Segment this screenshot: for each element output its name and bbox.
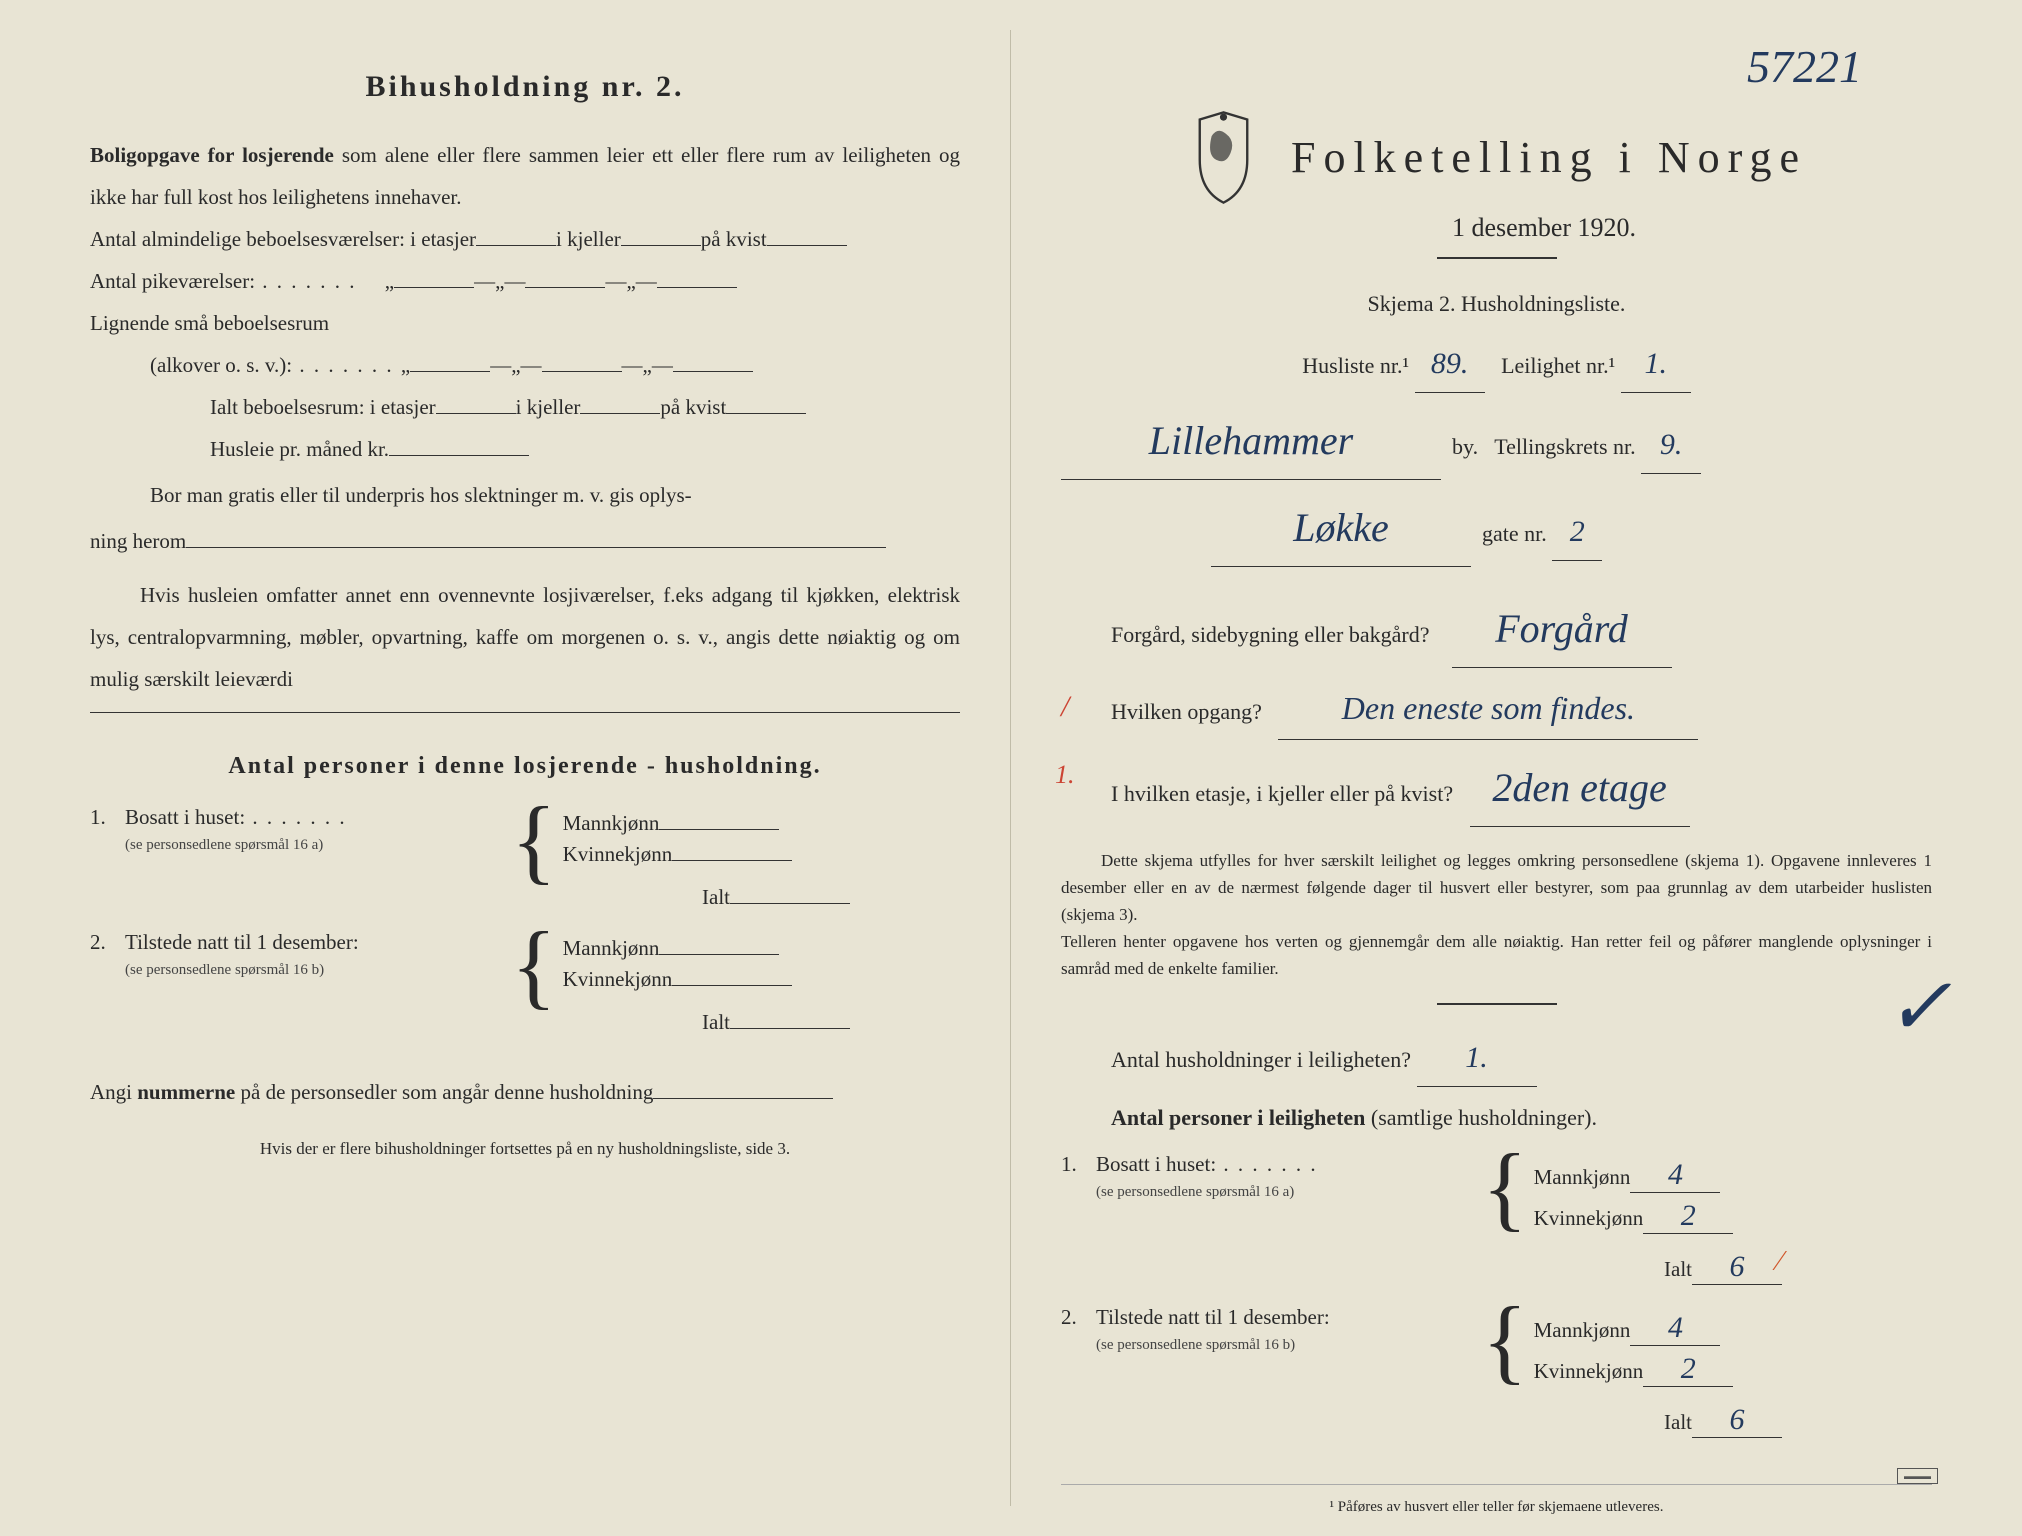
field [410, 371, 490, 372]
etasje-line: 1. I hvilken etasje, i kjeller eller på … [1061, 750, 1932, 827]
ialt1: 6 [1692, 1250, 1782, 1285]
field [525, 287, 605, 288]
antal-personer-heading: Antal personer i denne losjerende - hush… [90, 753, 960, 780]
field [726, 413, 806, 414]
instruction-para: Dette skjema utfylles for hver særskilt … [1061, 847, 1932, 983]
right-page: 57221 Folketelling i Norge 1 desember 19… [1011, 30, 1982, 1506]
printer-stamp: ▬▬▬ [1897, 1468, 1938, 1484]
tellingskrets-val: 9. [1641, 416, 1701, 474]
line-lignende: Lignende små beboelsesrum (alkover o. s.… [90, 302, 960, 386]
antal-hush-val: 1. [1417, 1029, 1537, 1087]
line-angi: Angi nummerne på de personsedler som ang… [90, 1071, 960, 1113]
brace-icon: { [511, 930, 557, 1001]
antal-hush-line: Antal husholdninger i leiligheten? 1. [1061, 1029, 1932, 1087]
field [436, 413, 516, 414]
gate-line: Løkke gate nr. 2 [1061, 490, 1932, 567]
field [394, 287, 474, 288]
ialt2: 6 [1692, 1403, 1782, 1438]
title-row: Folketelling i Norge [1061, 110, 1932, 205]
opgang-line: / Hvilken opgang? Den eneste som findes. [1061, 678, 1932, 740]
left-page: Bihusholdning nr. 2. Boligopgave for los… [40, 30, 1011, 1506]
kvinne2: 2 [1643, 1352, 1733, 1387]
left-bottom-note: Hvis der er flere bihusholdninger fortse… [90, 1139, 960, 1159]
forgard-val: Forgård [1452, 591, 1672, 668]
main-title: Folketelling i Norge [1291, 132, 1807, 183]
left-q2-row: 2. Tilstede natt til 1 desember: (se per… [90, 930, 960, 1041]
kvinne1: 2 [1643, 1199, 1733, 1234]
husliste-val: 89. [1415, 335, 1485, 393]
right-q2-row: 2. Tilstede natt til 1 desember: (se per… [1061, 1305, 1932, 1444]
field [767, 245, 847, 246]
coat-of-arms-icon [1186, 110, 1261, 205]
field [673, 371, 753, 372]
line-almindelige: Antal almindelige beboelsesværelser: i e… [90, 218, 960, 260]
line-ialt-beboelsesrum: Ialt beboelsesrum: i etasjeri kjellerpå … [90, 386, 960, 428]
line-bor: Bor man gratis eller til underpris hos s… [90, 470, 960, 520]
field [389, 455, 529, 456]
divider [1437, 1003, 1557, 1005]
red-slash-icon: / [1061, 678, 1069, 735]
brace-icon: { [1482, 1305, 1528, 1376]
mann1: 4 [1630, 1158, 1720, 1193]
bihusholdning-heading: Bihusholdning nr. 2. [90, 70, 960, 104]
antal-pers-heading: Antal personer i leiligheten (samtlige h… [1061, 1097, 1932, 1139]
line-pikev: Antal pikeværelser: „—„——„— [90, 260, 960, 302]
red-mark: 1. [1055, 750, 1075, 799]
red-slash-icon: ⁄ [1777, 1246, 1782, 1278]
husliste-line: Husliste nr.¹ 89. Leilighet nr.¹ 1. [1061, 335, 1932, 393]
line-ning: ning herom [90, 520, 960, 562]
line-hvis: Hvis husleien omfatter annet enn ovennev… [90, 574, 960, 700]
left-q1-row: 1. Bosatt i huset: (se personsedlene spø… [90, 805, 960, 916]
brace-icon: { [1482, 1152, 1528, 1223]
field [542, 371, 622, 372]
by-val: Lillehammer [1061, 403, 1441, 480]
leilighet-val: 1. [1621, 335, 1691, 393]
brace-icon: { [511, 805, 557, 876]
field [186, 547, 886, 548]
by-line: Lillehammer by. Tellingskrets nr. 9. [1061, 403, 1932, 480]
sub-date: 1 desember 1920. [1156, 213, 1932, 243]
skjema-line: Skjema 2. Husholdningsliste. [1061, 283, 1932, 325]
intro-paragraph: Boligopgave for losjerende som alene ell… [90, 134, 960, 218]
forgard-line: Forgård, sidebygning eller bakgård? Forg… [1061, 591, 1932, 668]
field-long [90, 712, 960, 713]
opgang-val: Den eneste som findes. [1278, 678, 1698, 740]
field [657, 287, 737, 288]
mann2: 4 [1630, 1311, 1720, 1346]
line-husleie: Husleie pr. måned kr. [90, 428, 960, 470]
intro-bold: Boligopgave for losjerende [90, 143, 334, 167]
field [580, 413, 660, 414]
footnote: ¹ Påføres av husvert eller teller før sk… [1061, 1484, 1932, 1516]
gate-nr-val: 2 [1552, 503, 1602, 561]
handwritten-topnum: 57221 [1747, 40, 1862, 93]
checkmark-icon: ✓ [1885, 960, 1952, 1054]
gate-val: Løkke [1211, 490, 1471, 567]
divider [1437, 257, 1557, 259]
etasje-val: 2den etage [1470, 750, 1690, 827]
field [476, 245, 556, 246]
field [621, 245, 701, 246]
right-q1-row: 1. Bosatt i huset: (se personsedlene spø… [1061, 1152, 1932, 1291]
